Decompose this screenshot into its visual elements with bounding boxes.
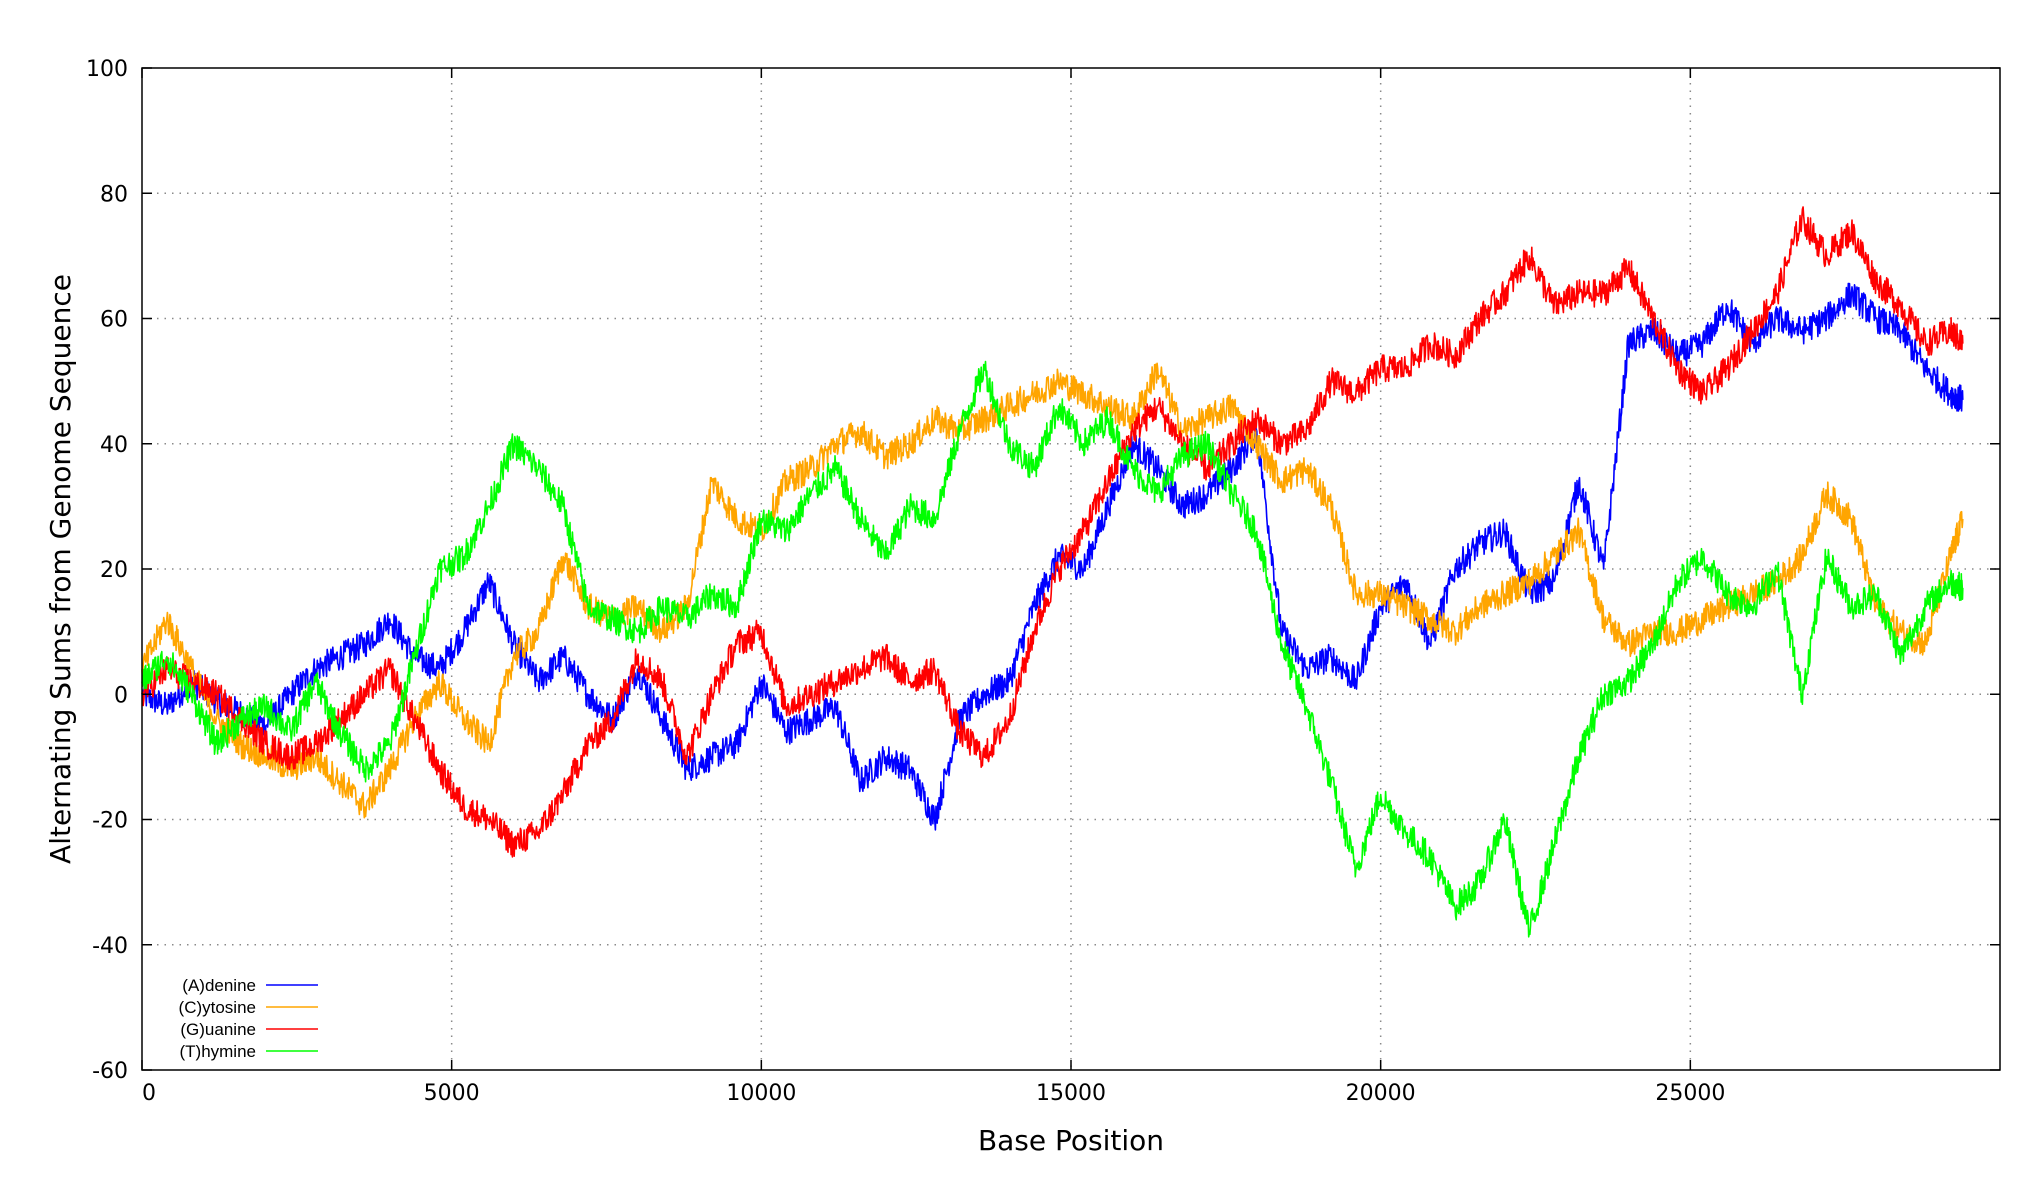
- x-tick-label: 10000: [726, 1081, 796, 1106]
- x-tick-label: 25000: [1655, 1081, 1725, 1106]
- series-line: [141, 362, 1964, 819]
- legend-label: (T)hymine: [179, 1042, 256, 1061]
- series-line: [141, 360, 1964, 938]
- x-tick-labels: 0 5000 10000 15000 20000 25000: [142, 1081, 1725, 1106]
- y-tick-label: -60: [92, 1059, 128, 1084]
- y-tick-label: 40: [100, 433, 128, 458]
- legend-label: (G)uanine: [180, 1020, 256, 1039]
- y-tick-label: 60: [100, 308, 128, 333]
- x-tick-label: 20000: [1346, 1081, 1416, 1106]
- y-tick-label: 20: [100, 558, 128, 583]
- y-tick-label: 80: [100, 182, 128, 207]
- x-tick-label: 5000: [424, 1081, 480, 1106]
- y-tick-label: -20: [92, 809, 128, 834]
- series-lines: [141, 206, 1964, 938]
- y-tick-labels: -60 -40 -20 0 20 40 60 80 100: [86, 57, 128, 1084]
- series-line: [141, 206, 1964, 858]
- y-tick-label: 0: [114, 683, 128, 708]
- y-tick-label: -40: [92, 934, 128, 959]
- y-axis-title: Alternating Sums from Genome Sequence: [44, 274, 77, 864]
- legend: (A)denine (C)ytosine (G)uanine (T)hymine: [179, 976, 318, 1061]
- x-axis-title: Base Position: [978, 1124, 1164, 1157]
- y-tick-label: 100: [86, 57, 128, 82]
- legend-label: (C)ytosine: [179, 998, 256, 1017]
- x-tick-label: 15000: [1036, 1081, 1106, 1106]
- legend-label: (A)denine: [182, 976, 256, 995]
- x-tick-label: 0: [142, 1081, 156, 1106]
- axis-ticks: [141, 67, 2000, 1071]
